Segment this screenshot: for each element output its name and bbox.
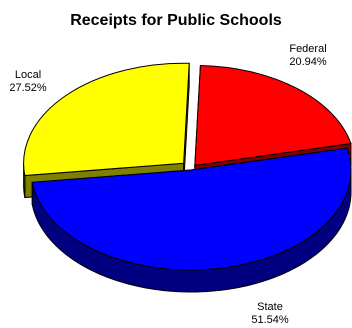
slice-state bbox=[31, 147, 352, 271]
slice-label-state: State bbox=[257, 301, 283, 313]
slice-federal bbox=[194, 64, 352, 166]
slice-value-local: 27.52% bbox=[9, 82, 47, 94]
chart-title: Receipts for Public Schools bbox=[70, 12, 282, 29]
slice-local bbox=[23, 62, 190, 177]
slice-value-federal: 20.94% bbox=[289, 56, 327, 68]
slice-value-state: 51.54% bbox=[251, 314, 289, 326]
pie-slices bbox=[23, 62, 352, 293]
slice-label-federal: Federal bbox=[289, 43, 326, 55]
slice-label-local: Local bbox=[15, 69, 41, 81]
